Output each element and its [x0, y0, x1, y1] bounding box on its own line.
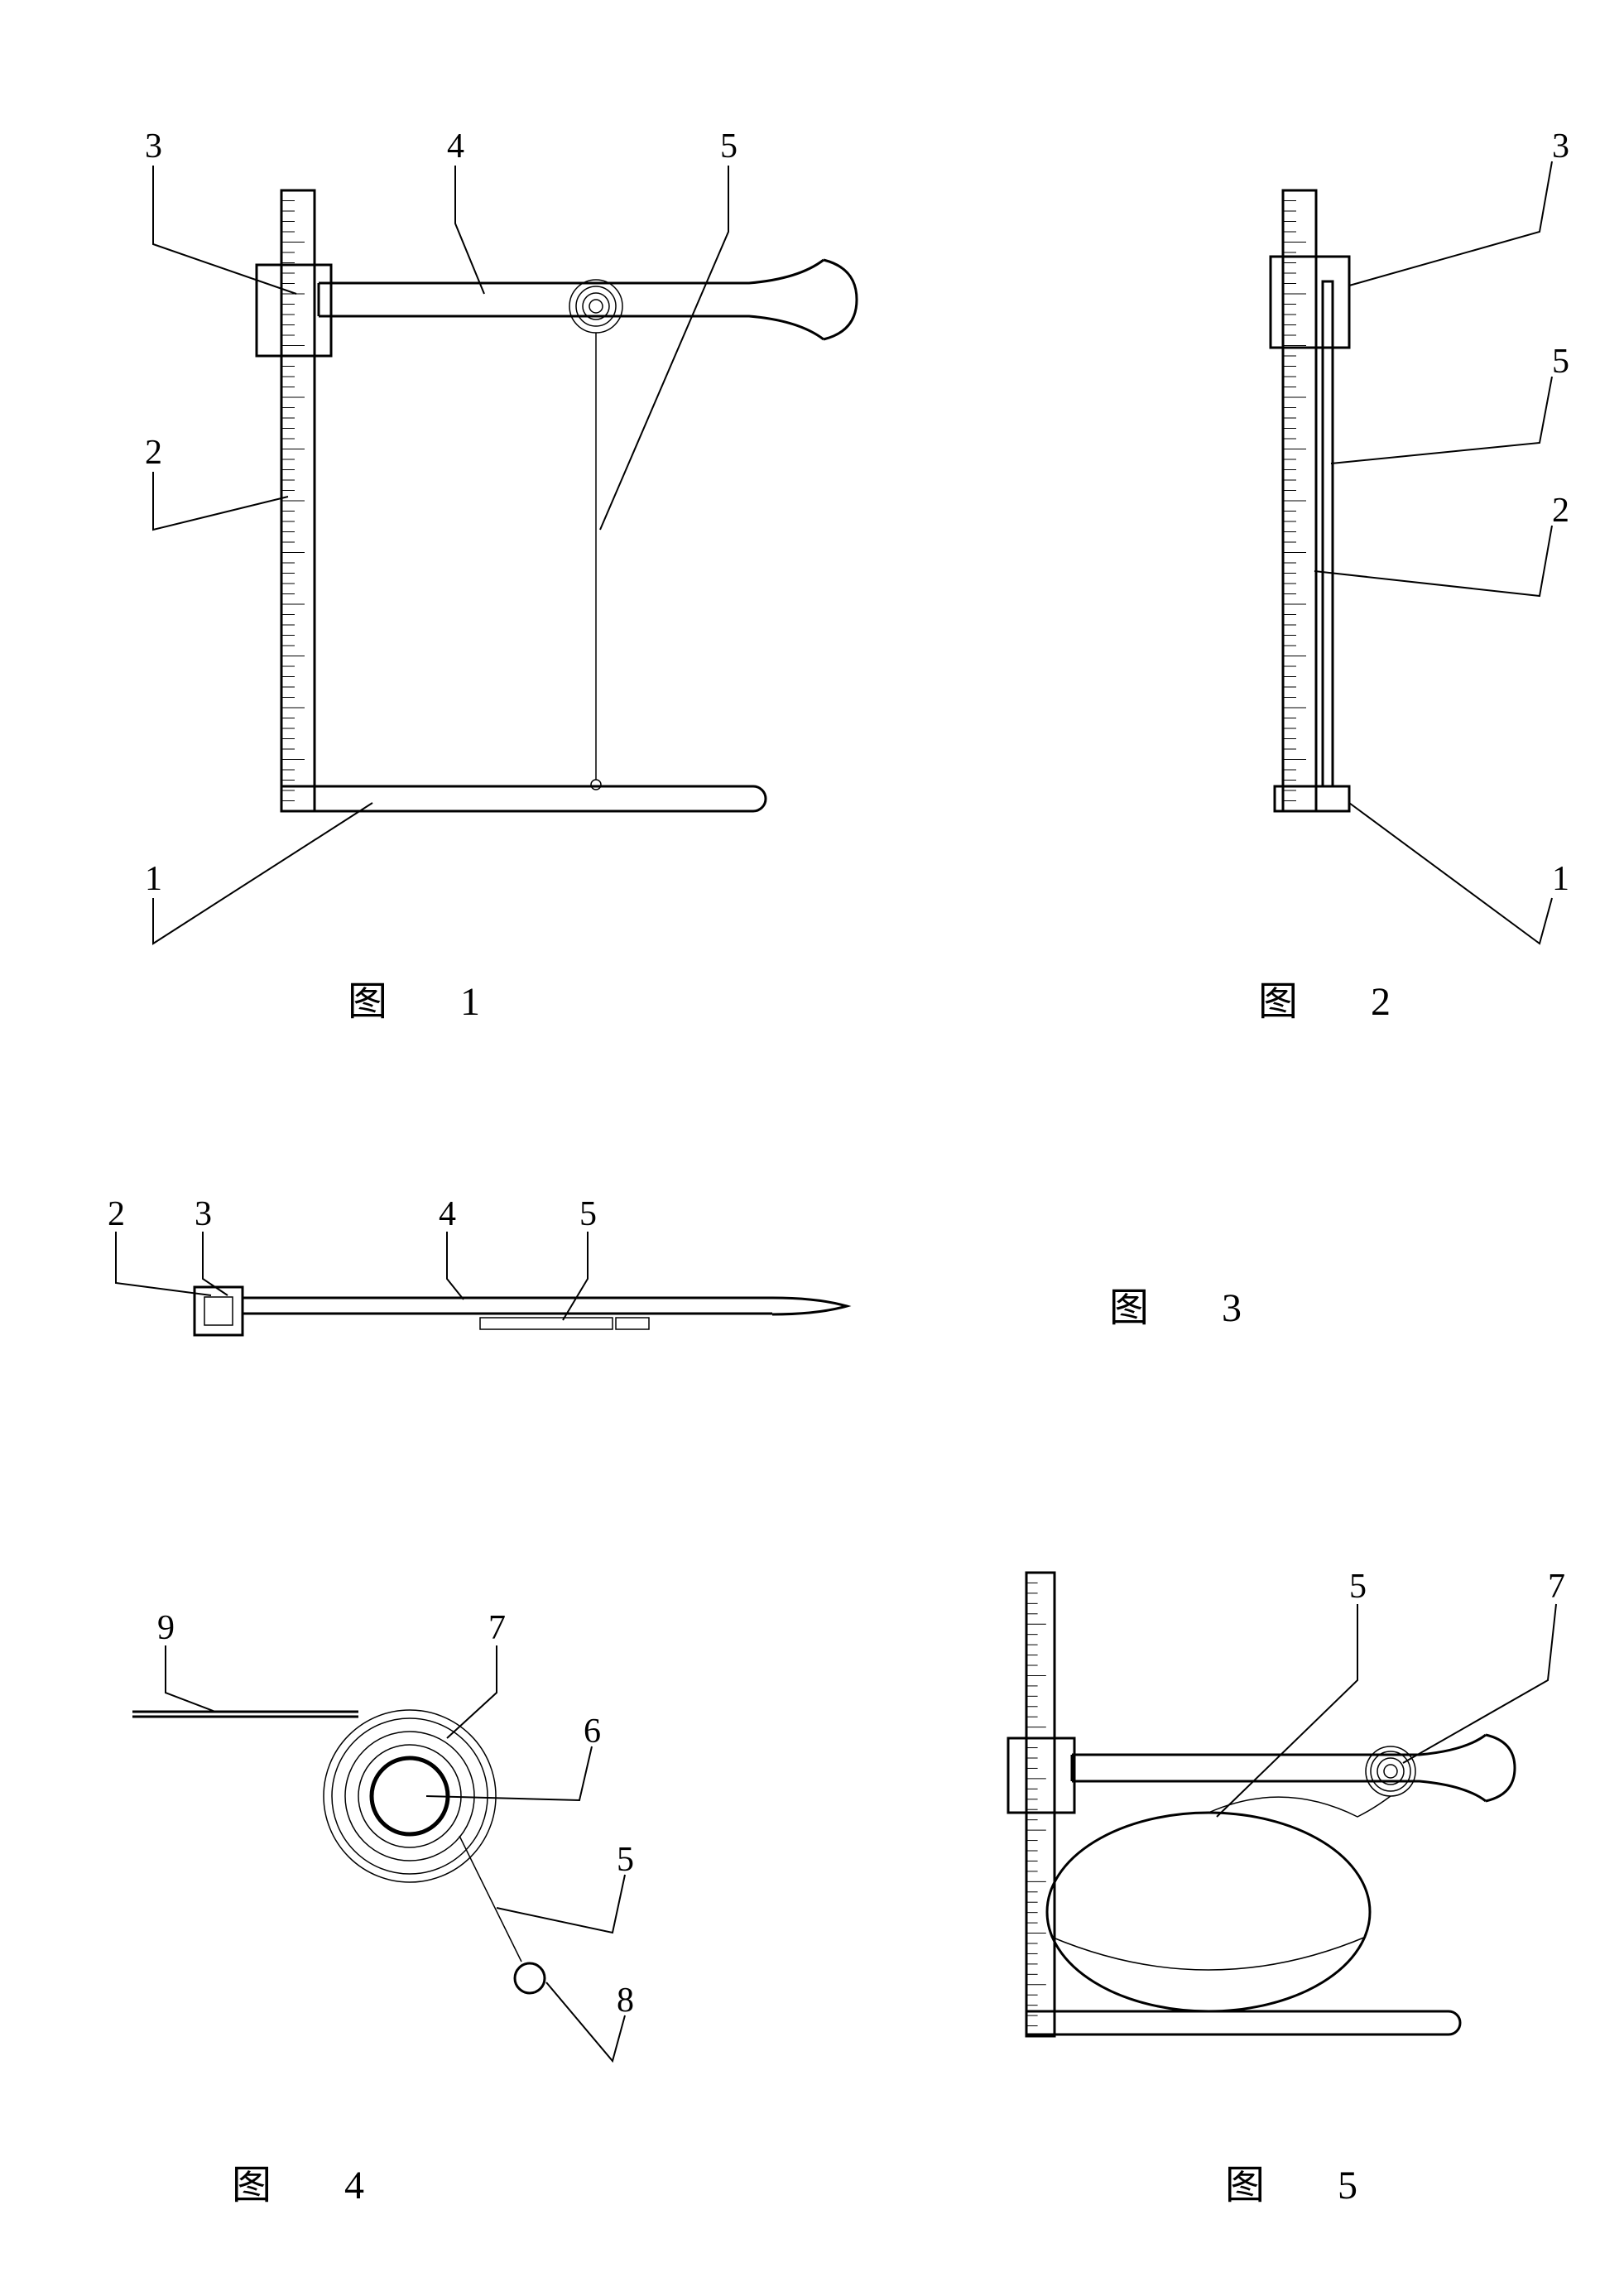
- figure-1: 3 4 5 2 1: [108, 66, 952, 964]
- label-2: 2: [108, 1195, 125, 1233]
- label-5: 5: [720, 127, 738, 166]
- label-4: 4: [447, 127, 464, 166]
- arm: [243, 1298, 847, 1314]
- top-arm: [319, 260, 857, 339]
- label-5: 5: [579, 1195, 597, 1233]
- back-bar: [1323, 281, 1333, 786]
- page: 3 4 5 2 1 图 1: [33, 33, 1591, 2244]
- label-1: 1: [1552, 860, 1569, 898]
- leaders: 2 3 4 5: [108, 1195, 597, 1320]
- ruler: [281, 190, 315, 811]
- label-5: 5: [1349, 1568, 1367, 1606]
- caption-fig4: 图 4: [232, 2152, 381, 2210]
- caption-fig2: 图 2: [1258, 968, 1407, 1026]
- figure-4: 9 7 6 5 8: [132, 1523, 795, 2123]
- label-9: 9: [157, 1609, 175, 1647]
- under-plate: [480, 1318, 649, 1329]
- label-4: 4: [439, 1195, 456, 1233]
- measured-ellipse: [1047, 1813, 1370, 2011]
- label-1: 1: [145, 860, 162, 898]
- ruler: [1026, 1573, 1055, 2036]
- label-2: 2: [1552, 492, 1569, 530]
- ruler: [1283, 190, 1316, 811]
- base-arm: [281, 786, 766, 811]
- leaders: 3 5 2 1: [1314, 127, 1569, 944]
- plumb-cord: [591, 333, 601, 790]
- slider-block: [1008, 1738, 1074, 1813]
- label-7: 7: [1548, 1568, 1565, 1606]
- label-8: 8: [617, 1982, 634, 2020]
- label-2: 2: [145, 434, 162, 472]
- label-7: 7: [488, 1609, 506, 1647]
- label-5: 5: [617, 1841, 634, 1879]
- cord: [459, 1836, 545, 1993]
- base-arm: [1026, 2011, 1460, 2034]
- label-3: 3: [1552, 127, 1569, 166]
- tangent-line: [132, 1712, 358, 1717]
- coil-icon: [569, 280, 622, 333]
- label-3: 3: [195, 1195, 212, 1233]
- label-6: 6: [584, 1713, 601, 1751]
- label-5: 5: [1552, 343, 1569, 381]
- caption-fig3: 图 3: [1109, 1275, 1258, 1333]
- top-arm: [1072, 1735, 1515, 1801]
- figure-2: 3 5 2 1: [1225, 66, 1589, 964]
- caption-fig1: 图 1: [348, 968, 497, 1026]
- leaders: 9 7 6 5 8: [157, 1609, 634, 2061]
- figure-5: 5 7: [927, 1523, 1589, 2123]
- leaders: 3 4 5 2 1: [145, 127, 738, 944]
- figure-3: 2 3 4 5: [83, 1109, 910, 1428]
- label-3: 3: [145, 127, 162, 166]
- caption-fig5: 图 5: [1225, 2152, 1374, 2210]
